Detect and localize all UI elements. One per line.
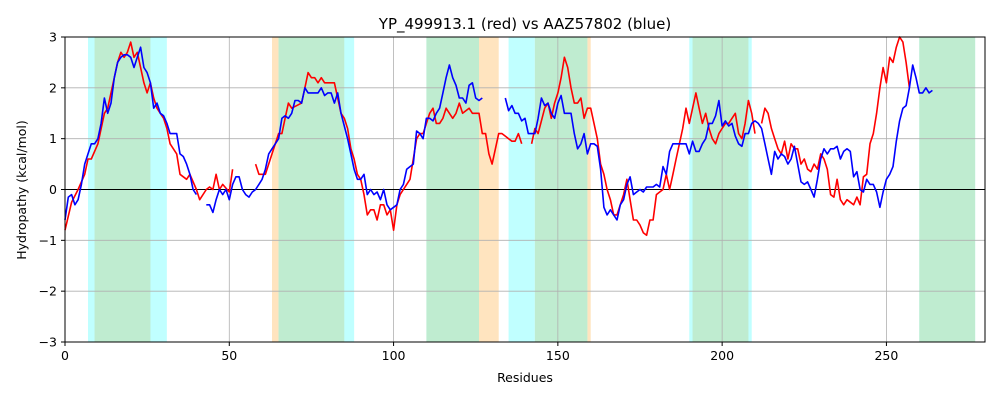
series-lines [64,36,933,237]
y-tick-label: 3 [49,30,57,45]
y-tick-label: 1 [49,131,57,146]
blue-series-line [64,46,198,221]
y-tick-label: −3 [39,335,57,350]
x-tick-label: 0 [61,348,69,363]
y-axis-label: Hydropathy (kcal/mol) [14,120,29,260]
x-tick-label: 150 [546,348,570,363]
y-tick-label: 0 [49,182,57,197]
y-tick-label: 2 [49,80,57,95]
red-series-line [760,36,911,206]
red-series-line [530,56,756,237]
x-tick-label: 100 [382,348,406,363]
y-tick-label: −2 [39,284,57,299]
y-axis-ticks: −3 −2 −1 0 1 2 3 [39,30,65,350]
x-tick-label: 200 [710,348,734,363]
x-tick-label: 250 [874,348,898,363]
x-tick-label: 50 [221,348,237,363]
x-axis-ticks: 0 50 100 150 200 250 [61,342,898,363]
blue-series-line [504,64,933,221]
y-tick-label: −1 [39,233,57,248]
x-axis-label: Residues [497,370,553,385]
chart-title: YP_499913.1 (red) vs AAZ57802 (blue) [378,15,671,34]
blue-series-line [206,64,483,214]
